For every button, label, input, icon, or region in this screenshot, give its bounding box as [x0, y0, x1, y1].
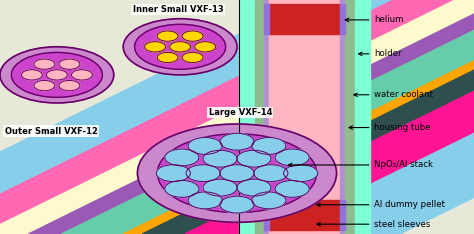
- Circle shape: [157, 134, 317, 212]
- Circle shape: [186, 165, 220, 182]
- Text: holder: holder: [358, 49, 402, 58]
- Circle shape: [220, 133, 254, 150]
- Bar: [340, 0, 345, 234]
- Circle shape: [21, 70, 42, 80]
- Bar: [269, 200, 340, 230]
- Polygon shape: [123, 0, 474, 234]
- Bar: [264, 200, 269, 230]
- Text: water coolant: water coolant: [354, 90, 433, 99]
- Polygon shape: [62, 0, 474, 234]
- Circle shape: [170, 42, 191, 52]
- Text: Inner Small VXF-13: Inner Small VXF-13: [133, 5, 223, 14]
- Bar: [340, 4, 345, 34]
- Polygon shape: [185, 0, 474, 234]
- Circle shape: [182, 31, 203, 41]
- Polygon shape: [403, 0, 474, 234]
- Circle shape: [165, 180, 199, 197]
- Circle shape: [182, 52, 203, 63]
- Circle shape: [11, 52, 102, 97]
- Circle shape: [135, 24, 226, 69]
- Circle shape: [157, 31, 178, 41]
- Polygon shape: [270, 0, 474, 234]
- Polygon shape: [28, 0, 474, 234]
- Circle shape: [72, 70, 92, 80]
- Circle shape: [283, 165, 318, 182]
- Circle shape: [252, 138, 286, 154]
- Circle shape: [59, 80, 80, 91]
- Circle shape: [145, 42, 165, 52]
- Circle shape: [123, 19, 237, 75]
- Circle shape: [0, 47, 114, 103]
- Circle shape: [195, 42, 216, 52]
- Bar: [239, 0, 255, 234]
- Circle shape: [137, 124, 337, 222]
- Circle shape: [220, 165, 254, 182]
- Circle shape: [34, 59, 55, 69]
- Circle shape: [254, 165, 288, 182]
- Polygon shape: [0, 0, 455, 234]
- Circle shape: [188, 192, 222, 209]
- Polygon shape: [142, 0, 474, 234]
- Circle shape: [237, 150, 271, 167]
- Polygon shape: [0, 0, 393, 234]
- Circle shape: [220, 196, 254, 213]
- Circle shape: [165, 149, 199, 166]
- Bar: [0, 0, 239, 234]
- Text: NpO₂/Al stack: NpO₂/Al stack: [288, 161, 433, 169]
- Text: helium: helium: [345, 15, 404, 24]
- Text: Al dummy pellet: Al dummy pellet: [317, 200, 446, 209]
- Bar: [255, 0, 264, 234]
- Circle shape: [203, 179, 237, 196]
- Circle shape: [237, 179, 271, 196]
- Text: steel sleeves: steel sleeves: [317, 220, 431, 229]
- Circle shape: [156, 165, 191, 182]
- Text: Large VXF-14: Large VXF-14: [209, 108, 272, 117]
- Bar: [264, 4, 269, 34]
- Text: Outer Small VXF-12: Outer Small VXF-12: [5, 127, 98, 135]
- Circle shape: [59, 59, 80, 69]
- Circle shape: [275, 149, 309, 166]
- Bar: [345, 0, 355, 234]
- Bar: [269, 0, 340, 234]
- Bar: [264, 0, 269, 234]
- Circle shape: [34, 80, 55, 91]
- Circle shape: [203, 150, 237, 167]
- Bar: [269, 4, 340, 34]
- Text: housing tube: housing tube: [349, 123, 431, 132]
- Bar: [340, 200, 345, 230]
- Bar: [355, 0, 370, 234]
- Circle shape: [46, 70, 67, 80]
- Circle shape: [275, 180, 309, 197]
- Circle shape: [157, 52, 178, 63]
- Circle shape: [188, 138, 222, 154]
- Circle shape: [252, 192, 286, 209]
